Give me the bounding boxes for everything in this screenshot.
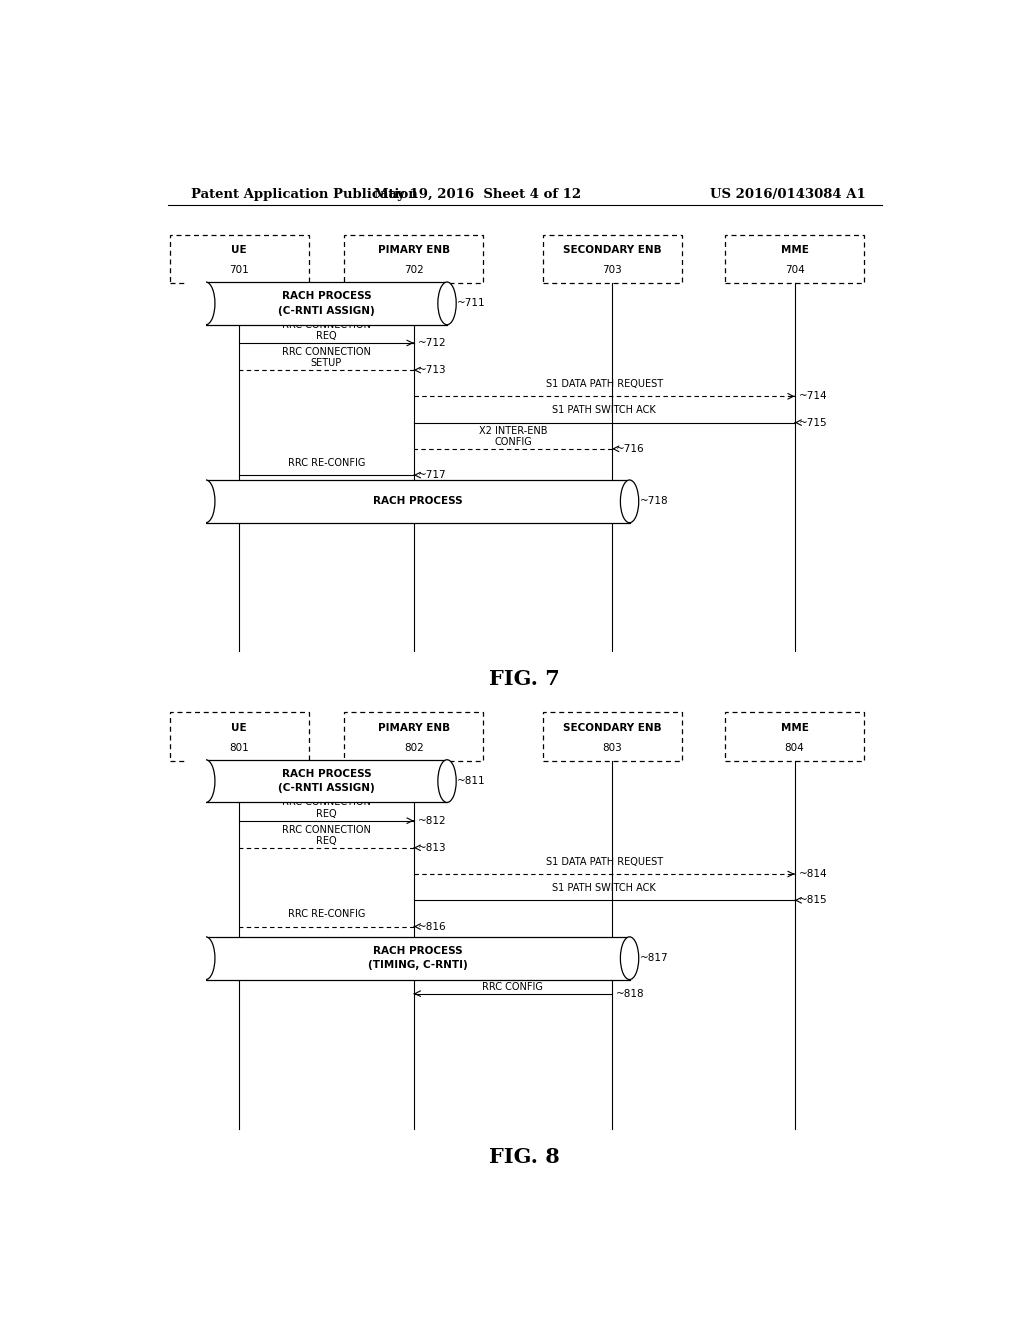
- Text: 703: 703: [602, 265, 622, 275]
- Text: SECONDARY ENB: SECONDARY ENB: [563, 246, 662, 255]
- Bar: [187, 280, 206, 327]
- Text: Patent Application Publication: Patent Application Publication: [191, 189, 418, 202]
- Text: ~812: ~812: [418, 816, 446, 826]
- Text: ~813: ~813: [418, 842, 446, 853]
- Bar: [725, 235, 864, 284]
- Bar: [187, 935, 206, 982]
- Text: 702: 702: [403, 265, 424, 275]
- Bar: [344, 235, 483, 284]
- Ellipse shape: [621, 937, 639, 979]
- Text: SETUP: SETUP: [310, 358, 342, 368]
- Text: May 19, 2016  Sheet 4 of 12: May 19, 2016 Sheet 4 of 12: [374, 189, 581, 202]
- Bar: [187, 758, 206, 804]
- Bar: [187, 478, 206, 525]
- Text: RRC CONNECTION: RRC CONNECTION: [282, 797, 371, 808]
- Text: ~714: ~714: [799, 391, 827, 401]
- Text: ~814: ~814: [799, 869, 827, 879]
- Text: EXCHANGE: EXCHANGE: [486, 970, 540, 981]
- Text: RACH PROCESS: RACH PROCESS: [282, 770, 372, 779]
- Text: S1 DATA PATH REQUEST: S1 DATA PATH REQUEST: [546, 379, 663, 389]
- Bar: [206, 282, 447, 325]
- Text: 801: 801: [229, 743, 249, 752]
- Text: ~816: ~816: [418, 921, 446, 932]
- Text: ~712: ~712: [418, 338, 446, 348]
- Text: (C-RNTI ASSIGN): (C-RNTI ASSIGN): [279, 783, 375, 793]
- Text: REQ: REQ: [316, 836, 337, 846]
- Text: RRC CONFIG: RRC CONFIG: [482, 982, 544, 991]
- Ellipse shape: [621, 480, 639, 523]
- Text: ~713: ~713: [418, 366, 446, 375]
- Text: UE: UE: [231, 246, 247, 255]
- Text: S1 PATH SWITCH ACK: S1 PATH SWITCH ACK: [552, 405, 656, 416]
- Bar: [206, 760, 447, 803]
- Text: MME: MME: [780, 722, 809, 733]
- Text: SECONDARY ENB: SECONDARY ENB: [563, 722, 662, 733]
- Ellipse shape: [197, 480, 215, 523]
- Text: FIG. 7: FIG. 7: [489, 669, 560, 689]
- Bar: [170, 235, 308, 284]
- Text: ~717: ~717: [418, 470, 446, 480]
- Text: 804: 804: [784, 743, 805, 752]
- Ellipse shape: [197, 760, 215, 803]
- Text: RRC RE-CONFIG: RRC RE-CONFIG: [288, 909, 366, 920]
- Bar: [344, 713, 483, 762]
- Ellipse shape: [438, 760, 457, 803]
- Bar: [206, 480, 630, 523]
- Text: ~818: ~818: [616, 989, 645, 999]
- Text: 704: 704: [784, 265, 805, 275]
- Bar: [543, 713, 682, 762]
- Text: S1 DATA PATH REQUEST: S1 DATA PATH REQUEST: [546, 857, 663, 867]
- Text: RACH PROCESS: RACH PROCESS: [282, 292, 372, 301]
- Text: (TIMING, C-RNTI): (TIMING, C-RNTI): [368, 961, 468, 970]
- Ellipse shape: [438, 282, 457, 325]
- Text: X2 INTER-ENB: X2 INTER-ENB: [478, 425, 547, 436]
- Text: ~715: ~715: [799, 417, 827, 428]
- Text: (C-RNTI ASSIGN): (C-RNTI ASSIGN): [279, 305, 375, 315]
- Text: S1 PATH SWITCH ACK: S1 PATH SWITCH ACK: [552, 883, 656, 894]
- Bar: [543, 235, 682, 284]
- Text: ~811: ~811: [458, 776, 486, 787]
- Text: PIMARY ENB: PIMARY ENB: [378, 246, 450, 255]
- Text: 803: 803: [602, 743, 622, 752]
- Ellipse shape: [197, 282, 215, 325]
- Text: CONFIG: CONFIG: [494, 437, 531, 446]
- Bar: [725, 713, 864, 762]
- Text: UE: UE: [231, 722, 247, 733]
- Text: RRC RE-CONFIG: RRC RE-CONFIG: [288, 458, 366, 469]
- Text: RACH PROCESS: RACH PROCESS: [373, 496, 463, 507]
- Bar: [206, 937, 630, 979]
- Text: ~711: ~711: [458, 298, 486, 309]
- Text: 802: 802: [403, 743, 424, 752]
- Text: 701: 701: [229, 265, 249, 275]
- Text: ~817: ~817: [640, 953, 669, 964]
- Text: PIMARY ENB: PIMARY ENB: [378, 722, 450, 733]
- Text: RRC CONNECTION: RRC CONNECTION: [282, 825, 371, 834]
- Text: ~718: ~718: [640, 496, 669, 507]
- Text: US 2016/0143084 A1: US 2016/0143084 A1: [711, 189, 866, 202]
- Text: ~815: ~815: [799, 895, 827, 906]
- Text: RRC CONNECTION: RRC CONNECTION: [282, 347, 371, 356]
- Ellipse shape: [197, 937, 215, 979]
- Text: ~716: ~716: [616, 444, 645, 454]
- Text: REQ: REQ: [316, 331, 337, 341]
- Text: RACH PROCESS: RACH PROCESS: [373, 946, 463, 956]
- Text: MME: MME: [780, 246, 809, 255]
- Text: FIG. 8: FIG. 8: [489, 1147, 560, 1167]
- Text: RRC CONNECTION: RRC CONNECTION: [282, 319, 371, 330]
- Text: REQ: REQ: [316, 809, 337, 818]
- Bar: [170, 713, 308, 762]
